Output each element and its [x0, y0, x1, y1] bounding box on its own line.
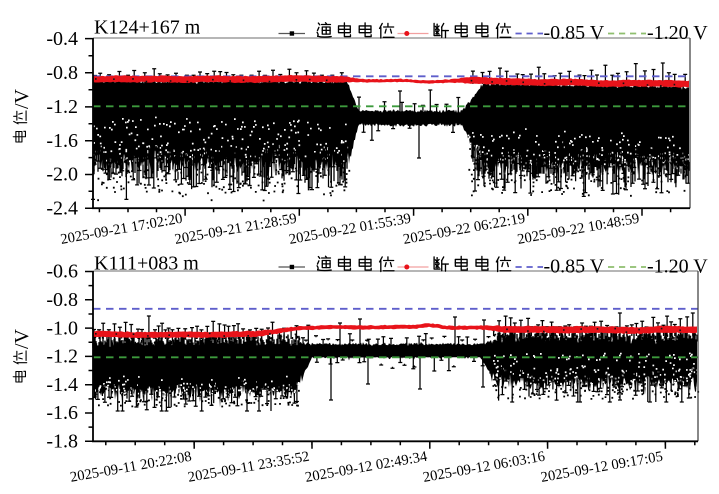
svg-text:-2.0: -2.0: [46, 164, 78, 186]
svg-text:-1.20 V: -1.20 V: [647, 255, 708, 277]
svg-text:-0.4: -0.4: [46, 28, 78, 50]
svg-text:-1.2: -1.2: [46, 96, 78, 118]
svg-text:-0.85 V: -0.85 V: [544, 22, 605, 44]
svg-text:K124+167 m: K124+167 m: [94, 17, 201, 39]
svg-text:-0.8: -0.8: [46, 62, 78, 84]
svg-text:K111+083 m: K111+083 m: [94, 252, 199, 274]
svg-text:-1.0: -1.0: [46, 317, 78, 339]
svg-text:/V: /V: [11, 88, 33, 109]
svg-text:-1.6: -1.6: [46, 130, 78, 152]
svg-text:-1.8: -1.8: [46, 431, 78, 453]
svg-text:-1.4: -1.4: [46, 374, 78, 396]
svg-text:-0.8: -0.8: [46, 289, 78, 311]
svg-text:/V: /V: [11, 328, 33, 349]
svg-text:-1.6: -1.6: [46, 402, 78, 424]
svg-text:-1.20 V: -1.20 V: [647, 22, 708, 44]
svg-text:-0.85 V: -0.85 V: [544, 255, 605, 277]
svg-text:-1.2: -1.2: [46, 346, 78, 368]
svg-text:-2.4: -2.4: [46, 197, 78, 219]
svg-text:-0.6: -0.6: [46, 261, 78, 283]
